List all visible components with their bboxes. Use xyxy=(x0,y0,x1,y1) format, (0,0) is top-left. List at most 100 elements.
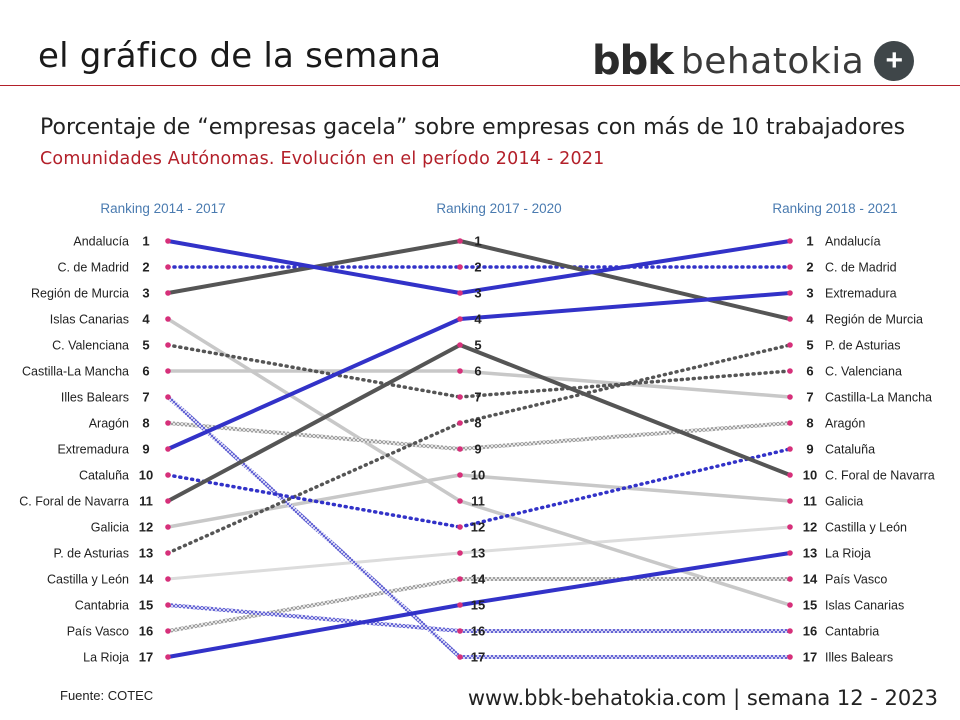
right-region-label: Islas Canarias xyxy=(825,599,904,613)
rank-dot xyxy=(787,264,793,270)
series-line xyxy=(458,369,792,399)
series-line xyxy=(166,317,462,451)
left-rank-number: 2 xyxy=(142,260,149,275)
right-region-label: Extremadura xyxy=(825,287,897,301)
footer-text: www.bbk-behatokia.com | semana 12 - 2023 xyxy=(467,686,938,710)
rank-dot xyxy=(457,628,463,634)
rank-dot xyxy=(457,550,463,556)
right-region-label: C. Foral de Navarra xyxy=(825,469,935,483)
rank-dot xyxy=(787,472,793,478)
middle-rank-number: 13 xyxy=(471,546,485,561)
logo-bbk-text: bbk xyxy=(592,38,674,84)
left-rank-number: 4 xyxy=(142,312,150,327)
middle-rank-number: 17 xyxy=(471,650,485,665)
left-rank-number: 12 xyxy=(139,520,153,535)
right-rank-number: 14 xyxy=(803,572,818,587)
right-rank-number: 13 xyxy=(803,546,817,561)
rank-dot xyxy=(457,420,463,426)
left-rank-number: 10 xyxy=(139,468,153,483)
left-rank-number: 17 xyxy=(139,650,153,665)
left-region-label: Cataluña xyxy=(79,469,129,483)
rank-dot xyxy=(165,524,171,530)
rank-dot xyxy=(457,602,463,608)
rank-dot xyxy=(787,602,793,608)
rank-dot xyxy=(165,472,171,478)
rank-dot xyxy=(787,290,793,296)
left-region-label: C. Valenciana xyxy=(52,339,129,353)
right-rank-number: 4 xyxy=(806,312,814,327)
rank-dot xyxy=(787,576,793,582)
left-rank-number: 7 xyxy=(142,390,149,405)
middle-rank-number: 7 xyxy=(474,390,481,405)
series-line xyxy=(166,317,462,503)
rank-dot xyxy=(457,264,463,270)
left-region-label: P. de Asturias xyxy=(53,547,129,561)
brand-logo[interactable]: bbk behatokia + xyxy=(592,36,915,86)
left-rank-number: 8 xyxy=(142,416,149,431)
rank-dot xyxy=(787,524,793,530)
rank-dot xyxy=(165,550,171,556)
chart-subtitle: Porcentaje de “empresas gacela” sobre em… xyxy=(40,115,906,140)
right-region-label: Galicia xyxy=(825,495,863,509)
series-line xyxy=(458,291,792,321)
right-region-label: P. de Asturias xyxy=(825,339,901,353)
series-line xyxy=(458,551,792,607)
left-region-label: Castilla y León xyxy=(47,573,129,587)
page-title: el gráfico de la semana xyxy=(38,36,442,76)
period-label: Ranking 2018 - 2021 xyxy=(772,201,897,216)
period-label: Ranking 2017 - 2020 xyxy=(436,201,561,216)
right-rank-number: 6 xyxy=(806,364,813,379)
right-rank-number: 7 xyxy=(806,390,813,405)
left-region-label: Castilla-La Mancha xyxy=(22,365,129,379)
series-line xyxy=(458,525,792,555)
rank-dot xyxy=(457,316,463,322)
left-region-label: C. Foral de Navarra xyxy=(19,495,129,509)
rank-dot xyxy=(787,420,793,426)
middle-rank-number: 9 xyxy=(474,442,481,457)
right-region-label: Aragón xyxy=(825,417,865,431)
middle-rank-number: 16 xyxy=(471,624,485,639)
header-divider xyxy=(0,85,960,86)
left-rank-number: 13 xyxy=(139,546,153,561)
chart-subtitle-secondary: Comunidades Autónomas. Evolución en el p… xyxy=(40,149,605,169)
rank-labels: Andalucía 1 C. de Madrid 2 Región de Murcia 3… xyxy=(19,234,935,665)
right-rank-number: 8 xyxy=(806,416,813,431)
right-region-label: País Vasco xyxy=(825,573,887,587)
series-line xyxy=(166,473,462,529)
series-line xyxy=(166,343,462,503)
right-rank-number: 2 xyxy=(806,260,813,275)
rank-dot xyxy=(165,446,171,452)
rank-dot xyxy=(787,342,793,348)
rank-dot xyxy=(457,368,463,374)
rank-dots xyxy=(165,238,793,660)
rank-dot xyxy=(457,654,463,660)
rank-dot xyxy=(165,368,171,374)
left-region-label: Andalucía xyxy=(73,235,129,249)
series-line xyxy=(166,421,462,555)
left-region-label: Islas Canarias xyxy=(50,313,129,327)
middle-rank-number: 1 xyxy=(474,234,481,249)
series-line xyxy=(458,343,792,425)
middle-rank-number: 11 xyxy=(471,494,485,509)
rank-dot xyxy=(457,290,463,296)
right-rank-number: 15 xyxy=(803,598,817,613)
right-region-label: Región de Murcia xyxy=(825,313,923,327)
period-label: Ranking 2014 - 2017 xyxy=(100,201,225,216)
right-rank-number: 3 xyxy=(806,286,813,301)
rank-dot xyxy=(787,368,793,374)
rank-dot xyxy=(165,264,171,270)
rank-dot xyxy=(787,316,793,322)
rank-dot xyxy=(165,316,171,322)
series-line xyxy=(458,239,792,321)
right-region-label: Cataluña xyxy=(825,443,875,457)
series-line xyxy=(166,603,462,659)
period-labels: Ranking 2014 - 2017 Ranking 2017 - 2020 Ra… xyxy=(100,201,897,216)
rank-dot xyxy=(787,394,793,400)
left-rank-number: 16 xyxy=(139,624,153,639)
rank-dot xyxy=(165,498,171,504)
right-rank-number: 11 xyxy=(803,494,817,509)
left-rank-number: 3 xyxy=(142,286,149,301)
source-note: Fuente: COTEC xyxy=(60,688,154,703)
rank-dot xyxy=(165,576,171,582)
